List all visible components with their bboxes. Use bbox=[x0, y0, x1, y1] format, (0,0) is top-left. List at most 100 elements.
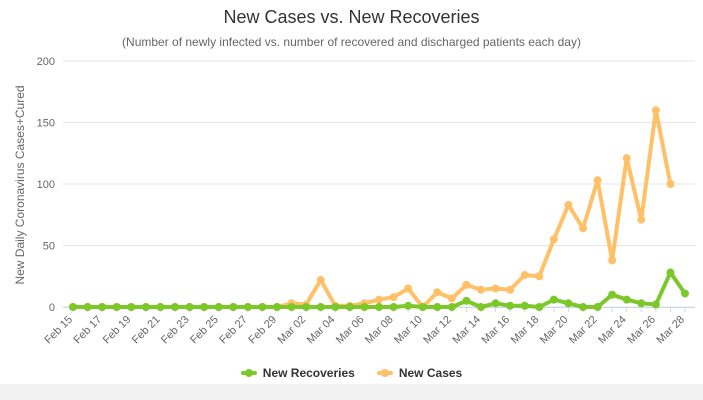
data-point-new-recoveries bbox=[185, 303, 194, 311]
data-point-new-recoveries bbox=[637, 299, 646, 308]
data-point-new-cases bbox=[608, 256, 617, 265]
data-point-new-recoveries bbox=[331, 303, 340, 311]
data-point-new-cases bbox=[666, 180, 675, 188]
legend-label-new-recoveries: New Recoveries bbox=[262, 366, 355, 380]
data-point-new-recoveries bbox=[229, 303, 238, 311]
data-point-new-recoveries bbox=[506, 301, 515, 310]
x-tick-label: Mar 20 bbox=[538, 314, 571, 347]
x-tick-label: Mar 16 bbox=[480, 314, 513, 347]
legend-symbol-new-recoveries bbox=[240, 367, 257, 379]
x-tick-label: Mar 14 bbox=[450, 314, 483, 347]
data-point-new-recoveries bbox=[83, 303, 92, 311]
x-tick-label: Mar 22 bbox=[567, 314, 600, 347]
data-point-new-cases bbox=[433, 288, 442, 297]
data-point-new-recoveries bbox=[141, 303, 150, 311]
y-tick-label: 200 bbox=[37, 56, 55, 68]
x-tick-label: Mar 08 bbox=[363, 314, 396, 347]
x-tick-label: Feb 29 bbox=[246, 314, 279, 347]
x-tick-label: Mar 26 bbox=[625, 314, 658, 347]
x-tick-label: Mar 02 bbox=[276, 314, 309, 347]
data-point-new-recoveries bbox=[156, 303, 165, 311]
data-point-new-cases bbox=[375, 295, 383, 304]
data-point-new-recoveries bbox=[345, 303, 354, 311]
data-point-new-recoveries bbox=[389, 303, 398, 311]
legend-item-new-cases[interactable]: New Cases bbox=[376, 366, 463, 380]
data-point-new-cases bbox=[491, 284, 500, 293]
data-point-new-recoveries bbox=[651, 300, 660, 309]
data-point-new-recoveries bbox=[316, 303, 325, 311]
data-point-new-cases bbox=[593, 176, 602, 185]
data-point-new-recoveries bbox=[666, 268, 675, 277]
data-point-new-recoveries bbox=[243, 303, 252, 311]
x-tick-label: Feb 15 bbox=[42, 314, 75, 347]
data-point-new-recoveries bbox=[418, 303, 427, 311]
data-point-new-recoveries bbox=[360, 303, 369, 311]
data-point-new-recoveries bbox=[447, 303, 456, 311]
series-line-new-cases bbox=[71, 108, 673, 309]
data-point-new-recoveries bbox=[258, 303, 267, 311]
data-point-new-recoveries bbox=[549, 295, 558, 304]
data-point-new-recoveries bbox=[302, 303, 311, 311]
x-tick-label: Feb 23 bbox=[159, 314, 192, 347]
data-point-new-recoveries bbox=[404, 301, 413, 310]
data-point-new-recoveries bbox=[287, 303, 296, 311]
x-tick-label: Feb 19 bbox=[101, 314, 134, 347]
data-point-new-recoveries bbox=[681, 289, 689, 298]
y-tick-label: 100 bbox=[37, 179, 55, 191]
chart-subtitle: (Number of newly infected vs. number of … bbox=[122, 35, 581, 49]
data-point-new-cases bbox=[520, 271, 529, 280]
data-point-new-cases bbox=[389, 293, 398, 302]
legend-symbol-new-cases bbox=[376, 367, 393, 379]
x-tick-label: Mar 10 bbox=[392, 314, 425, 347]
y-tick-label: 150 bbox=[37, 118, 55, 130]
data-point-new-cases bbox=[549, 235, 558, 244]
x-tick-label: Mar 28 bbox=[654, 314, 687, 347]
data-point-new-recoveries bbox=[200, 303, 209, 311]
data-point-new-recoveries bbox=[622, 295, 631, 304]
chart-title: New Cases vs. New Recoveries bbox=[223, 7, 480, 27]
x-tick-label: Mar 12 bbox=[421, 314, 454, 347]
data-point-new-recoveries bbox=[579, 303, 587, 311]
data-point-new-cases bbox=[462, 280, 471, 289]
x-tick-label: Mar 06 bbox=[334, 314, 367, 347]
legend-item-new-recoveries[interactable]: New Recoveries bbox=[240, 366, 355, 380]
x-tick-label: Feb 25 bbox=[188, 314, 221, 347]
data-point-new-recoveries bbox=[520, 301, 529, 310]
data-point-new-cases bbox=[404, 284, 413, 293]
data-point-new-cases bbox=[506, 285, 515, 294]
footer-band bbox=[0, 384, 703, 400]
data-point-new-cases bbox=[637, 215, 646, 224]
data-point-new-recoveries bbox=[462, 296, 471, 305]
data-point-new-cases bbox=[564, 200, 573, 209]
data-point-new-cases bbox=[316, 275, 325, 284]
data-point-new-recoveries bbox=[433, 303, 442, 311]
data-point-new-recoveries bbox=[273, 303, 281, 311]
x-tick-label: Feb 21 bbox=[130, 314, 163, 347]
y-tick-label: 50 bbox=[43, 241, 55, 253]
data-point-new-cases bbox=[579, 224, 587, 233]
data-point-new-recoveries bbox=[127, 303, 136, 311]
x-tick-label: Mar 04 bbox=[305, 314, 338, 347]
data-point-new-recoveries bbox=[98, 303, 107, 311]
data-point-new-cases bbox=[622, 154, 631, 163]
data-point-new-recoveries bbox=[535, 303, 544, 311]
data-point-new-recoveries bbox=[69, 303, 77, 311]
data-point-new-recoveries bbox=[608, 290, 617, 299]
legend-label-new-cases: New Cases bbox=[398, 366, 463, 380]
x-tick-label: Feb 27 bbox=[217, 314, 250, 347]
x-tick-label: Feb 17 bbox=[72, 314, 105, 347]
data-point-new-recoveries bbox=[491, 299, 500, 308]
legend: New Recoveries New Cases bbox=[0, 366, 703, 380]
y-tick-label: 0 bbox=[49, 302, 55, 314]
data-point-new-recoveries bbox=[375, 303, 383, 311]
data-point-new-recoveries bbox=[171, 303, 179, 311]
data-point-new-cases bbox=[535, 272, 544, 281]
x-tick-label: Mar 24 bbox=[596, 314, 629, 347]
data-point-new-recoveries bbox=[477, 303, 485, 311]
data-point-new-recoveries bbox=[593, 303, 602, 311]
data-point-new-recoveries bbox=[214, 303, 223, 311]
x-tick-label: Mar 18 bbox=[509, 314, 542, 347]
data-point-new-cases bbox=[447, 294, 456, 303]
